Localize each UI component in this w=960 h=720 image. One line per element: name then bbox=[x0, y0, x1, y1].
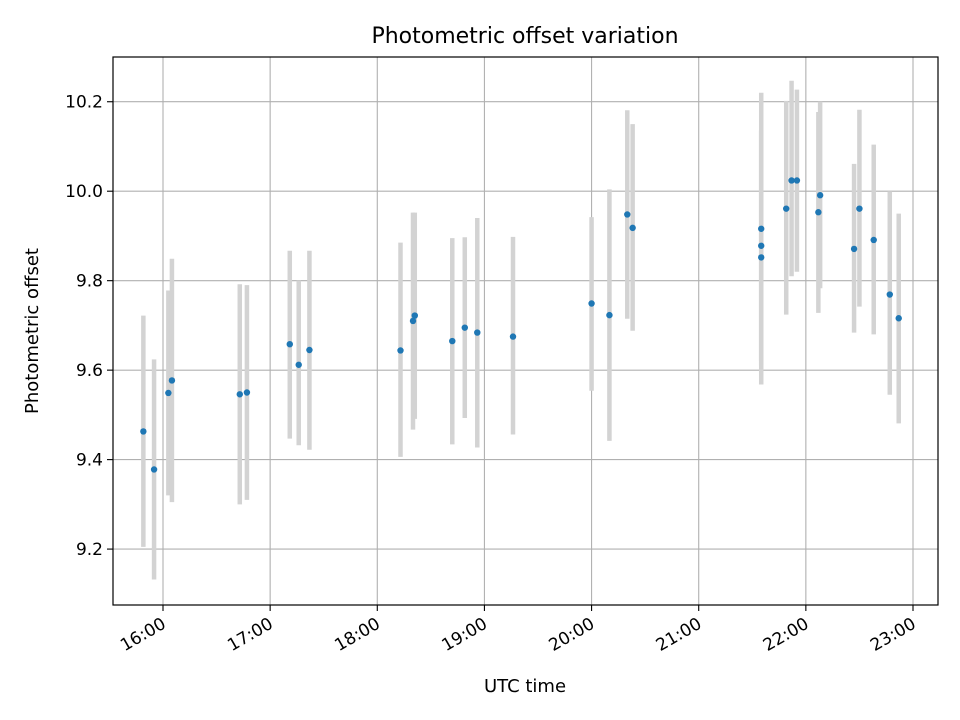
data-point bbox=[895, 315, 902, 322]
data-point bbox=[788, 177, 795, 184]
data-point bbox=[397, 347, 404, 354]
data-point bbox=[509, 333, 517, 340]
data-point bbox=[758, 254, 765, 261]
grid bbox=[113, 57, 938, 605]
data-point bbox=[449, 337, 456, 345]
data-point bbox=[793, 177, 801, 184]
data-point bbox=[815, 209, 822, 216]
y-tick-label: 10.0 bbox=[65, 182, 103, 202]
data-point bbox=[629, 224, 636, 232]
y-tick-label: 10.2 bbox=[65, 93, 103, 113]
y-tick-label: 9.2 bbox=[76, 540, 103, 560]
data-point bbox=[474, 329, 481, 336]
data-points bbox=[140, 177, 902, 473]
data-point bbox=[409, 317, 417, 325]
data-point bbox=[886, 291, 893, 298]
chart-title: Photometric offset variation bbox=[371, 24, 678, 49]
data-point bbox=[856, 205, 863, 212]
data-point bbox=[758, 242, 765, 249]
data-point bbox=[168, 377, 176, 384]
data-point bbox=[758, 225, 765, 232]
data-point bbox=[165, 389, 172, 397]
data-point bbox=[461, 324, 468, 331]
data-point bbox=[588, 300, 595, 307]
data-point bbox=[816, 192, 824, 199]
data-point bbox=[783, 205, 790, 212]
data-point bbox=[850, 245, 858, 253]
data-point bbox=[306, 346, 313, 354]
data-point bbox=[150, 466, 158, 473]
data-point bbox=[870, 236, 877, 244]
data-point bbox=[295, 361, 302, 368]
plot-frame bbox=[112, 56, 939, 606]
data-point bbox=[243, 389, 251, 396]
data-point bbox=[286, 340, 293, 348]
data-point bbox=[236, 391, 243, 398]
data-point bbox=[411, 312, 418, 319]
x-axis-label: UTC time bbox=[484, 676, 566, 697]
y-tick-label: 9.8 bbox=[76, 272, 103, 292]
y-axis-label: Photometric offset bbox=[22, 248, 43, 414]
data-point bbox=[140, 428, 147, 435]
y-tick-label: 9.4 bbox=[76, 451, 103, 471]
data-point bbox=[606, 311, 613, 319]
data-point bbox=[624, 211, 631, 218]
y-tick-label: 9.6 bbox=[76, 361, 103, 381]
